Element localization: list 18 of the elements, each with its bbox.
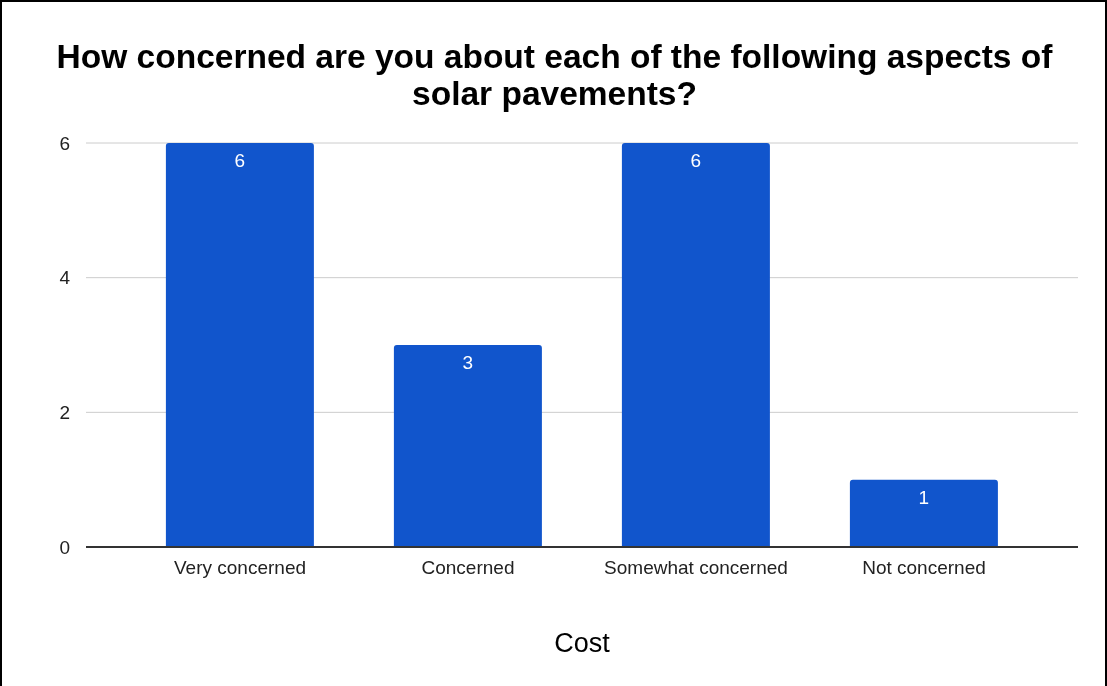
y-tick-label: 6 (59, 132, 70, 154)
x-tick-label: Somewhat concerned (604, 557, 788, 579)
bar (849, 479, 998, 547)
x-tick-label: Not concerned (862, 557, 986, 579)
x-tick-label: Very concerned (173, 557, 307, 579)
bar (165, 143, 314, 547)
y-tick-label: 4 (59, 267, 71, 289)
chart-title: How concerned are you about each of the following aspects of solar pavements? (55, 38, 1054, 112)
bar (621, 143, 770, 547)
data-label: 3 (462, 352, 474, 374)
x-axis-title: Cost (554, 628, 611, 658)
y-tick-label: 0 (59, 536, 70, 558)
x-tick-label: Concerned (421, 557, 515, 579)
data-label: 1 (918, 487, 930, 509)
y-tick-label: 2 (59, 402, 70, 424)
data-label: 6 (690, 150, 702, 172)
data-label: 6 (234, 150, 246, 172)
bar (393, 345, 542, 547)
